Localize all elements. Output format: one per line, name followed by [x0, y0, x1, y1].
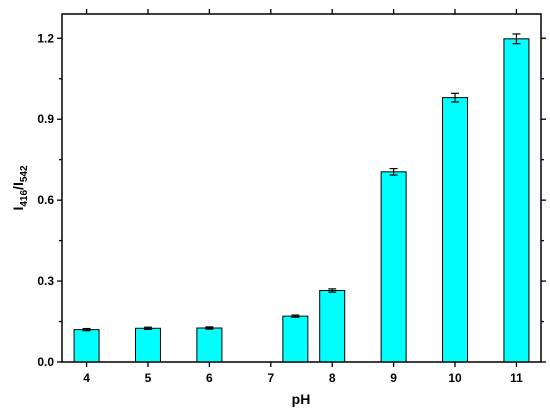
error-bar — [82, 327, 91, 332]
bars-layer — [73, 33, 530, 363]
x-tick-label: 7 — [267, 371, 274, 385]
error-bar — [143, 326, 152, 330]
x-axis-title: pH — [292, 391, 311, 407]
y-tick-label: 0.9 — [37, 112, 54, 126]
bar-ph-7-4 — [282, 315, 309, 363]
error-bar — [291, 314, 300, 318]
error-bar — [389, 167, 398, 176]
y-tick-label: 0.3 — [37, 274, 54, 288]
bar-ph-4 — [73, 329, 100, 363]
error-bar — [451, 92, 460, 103]
y-tick-label: 0.0 — [37, 355, 54, 369]
x-tick-label: 10 — [448, 371, 462, 385]
bar-ph-8 — [319, 290, 346, 363]
x-tick-label: 11 — [510, 371, 523, 385]
bar-ph-10 — [442, 97, 469, 363]
y-tick-label: 0.6 — [37, 193, 54, 207]
x-tick-label: 8 — [329, 371, 336, 385]
bar-ph-6 — [196, 327, 223, 363]
bar-ph-11 — [503, 38, 530, 363]
x-tick-label: 4 — [83, 371, 90, 385]
bar-ph-5 — [134, 327, 161, 363]
y-tick-label: 1.2 — [37, 31, 54, 45]
x-tick-label: 5 — [145, 371, 152, 385]
x-tick-label: 9 — [390, 371, 397, 385]
bar-ph-9 — [380, 171, 407, 363]
error-bar — [512, 33, 521, 45]
ticks-layer: 4 5 6 7 8 9 10 11 0.0 0.3 0.6 0.9 1.2 — [37, 9, 546, 385]
error-bar — [205, 326, 214, 330]
x-tick-label: 6 — [206, 371, 213, 385]
y-axis-title: I416/I542 — [10, 165, 30, 210]
error-bar — [328, 288, 337, 293]
plot-frame — [61, 13, 542, 363]
